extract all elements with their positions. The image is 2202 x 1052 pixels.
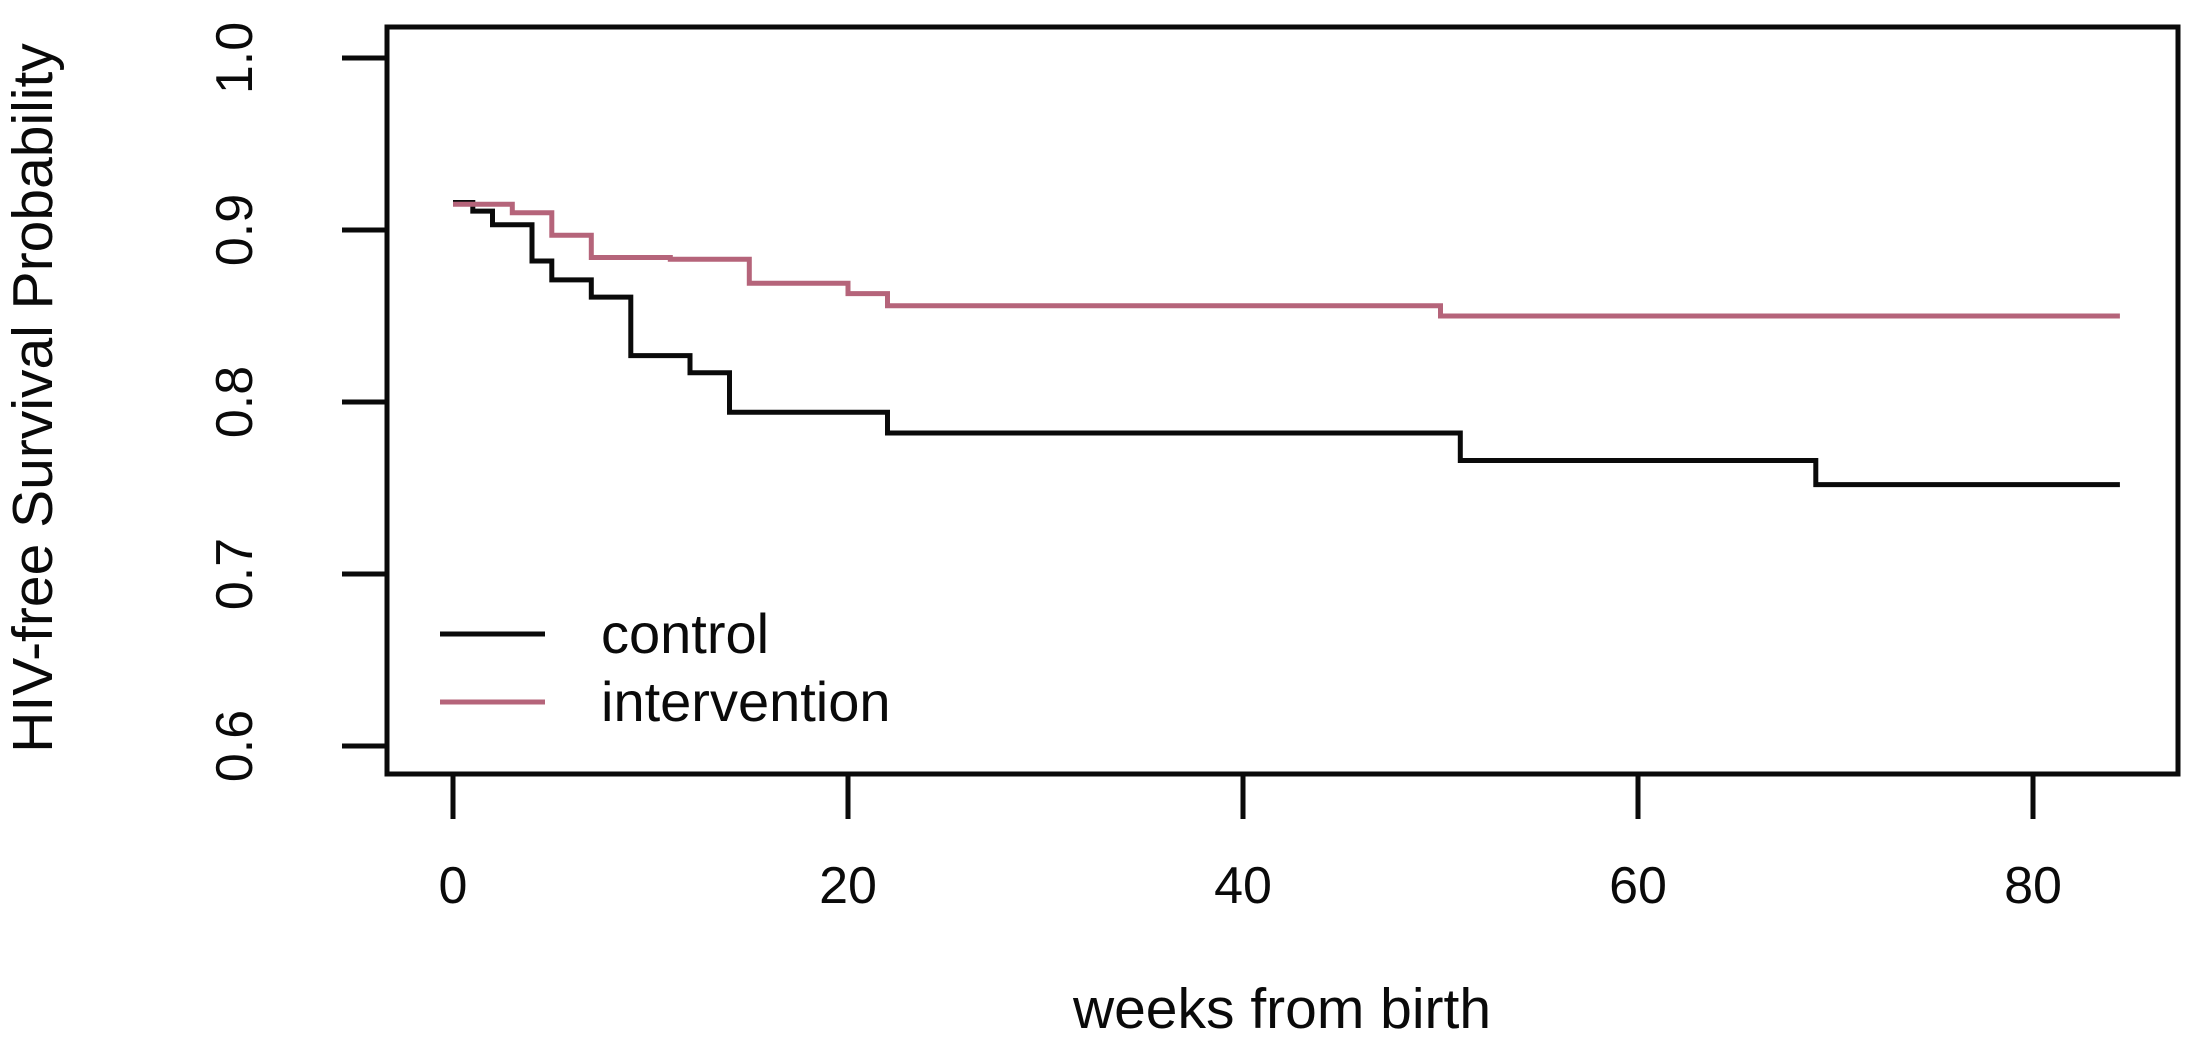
y-tick-label: 0.7 — [206, 538, 264, 610]
x-axis-title: weeks from birth — [1072, 977, 1491, 1041]
y-tick-label: 0.9 — [206, 194, 264, 266]
legend: control intervention — [440, 602, 891, 733]
y-tick-label: 0.8 — [206, 366, 264, 438]
y-axis-ticks: 1.0 0.9 0.8 0.7 0.6 — [206, 22, 387, 782]
y-tick-label: 0.6 — [206, 710, 264, 782]
intervention-curve — [453, 201, 2120, 319]
y-axis-title: HIV-free Survival Probability — [1, 43, 65, 753]
legend-control-label: control — [601, 602, 769, 665]
y-tick-label: 1.0 — [206, 22, 264, 94]
x-tick-label: 60 — [1609, 857, 1667, 915]
legend-intervention-label: intervention — [601, 670, 891, 733]
control-curve — [453, 200, 2120, 488]
x-tick-label: 0 — [439, 857, 468, 915]
x-tick-label: 20 — [819, 857, 877, 915]
x-tick-label: 40 — [1214, 857, 1272, 915]
x-axis-ticks: 0 20 40 60 80 — [439, 774, 2062, 915]
x-tick-label: 80 — [2004, 857, 2062, 915]
